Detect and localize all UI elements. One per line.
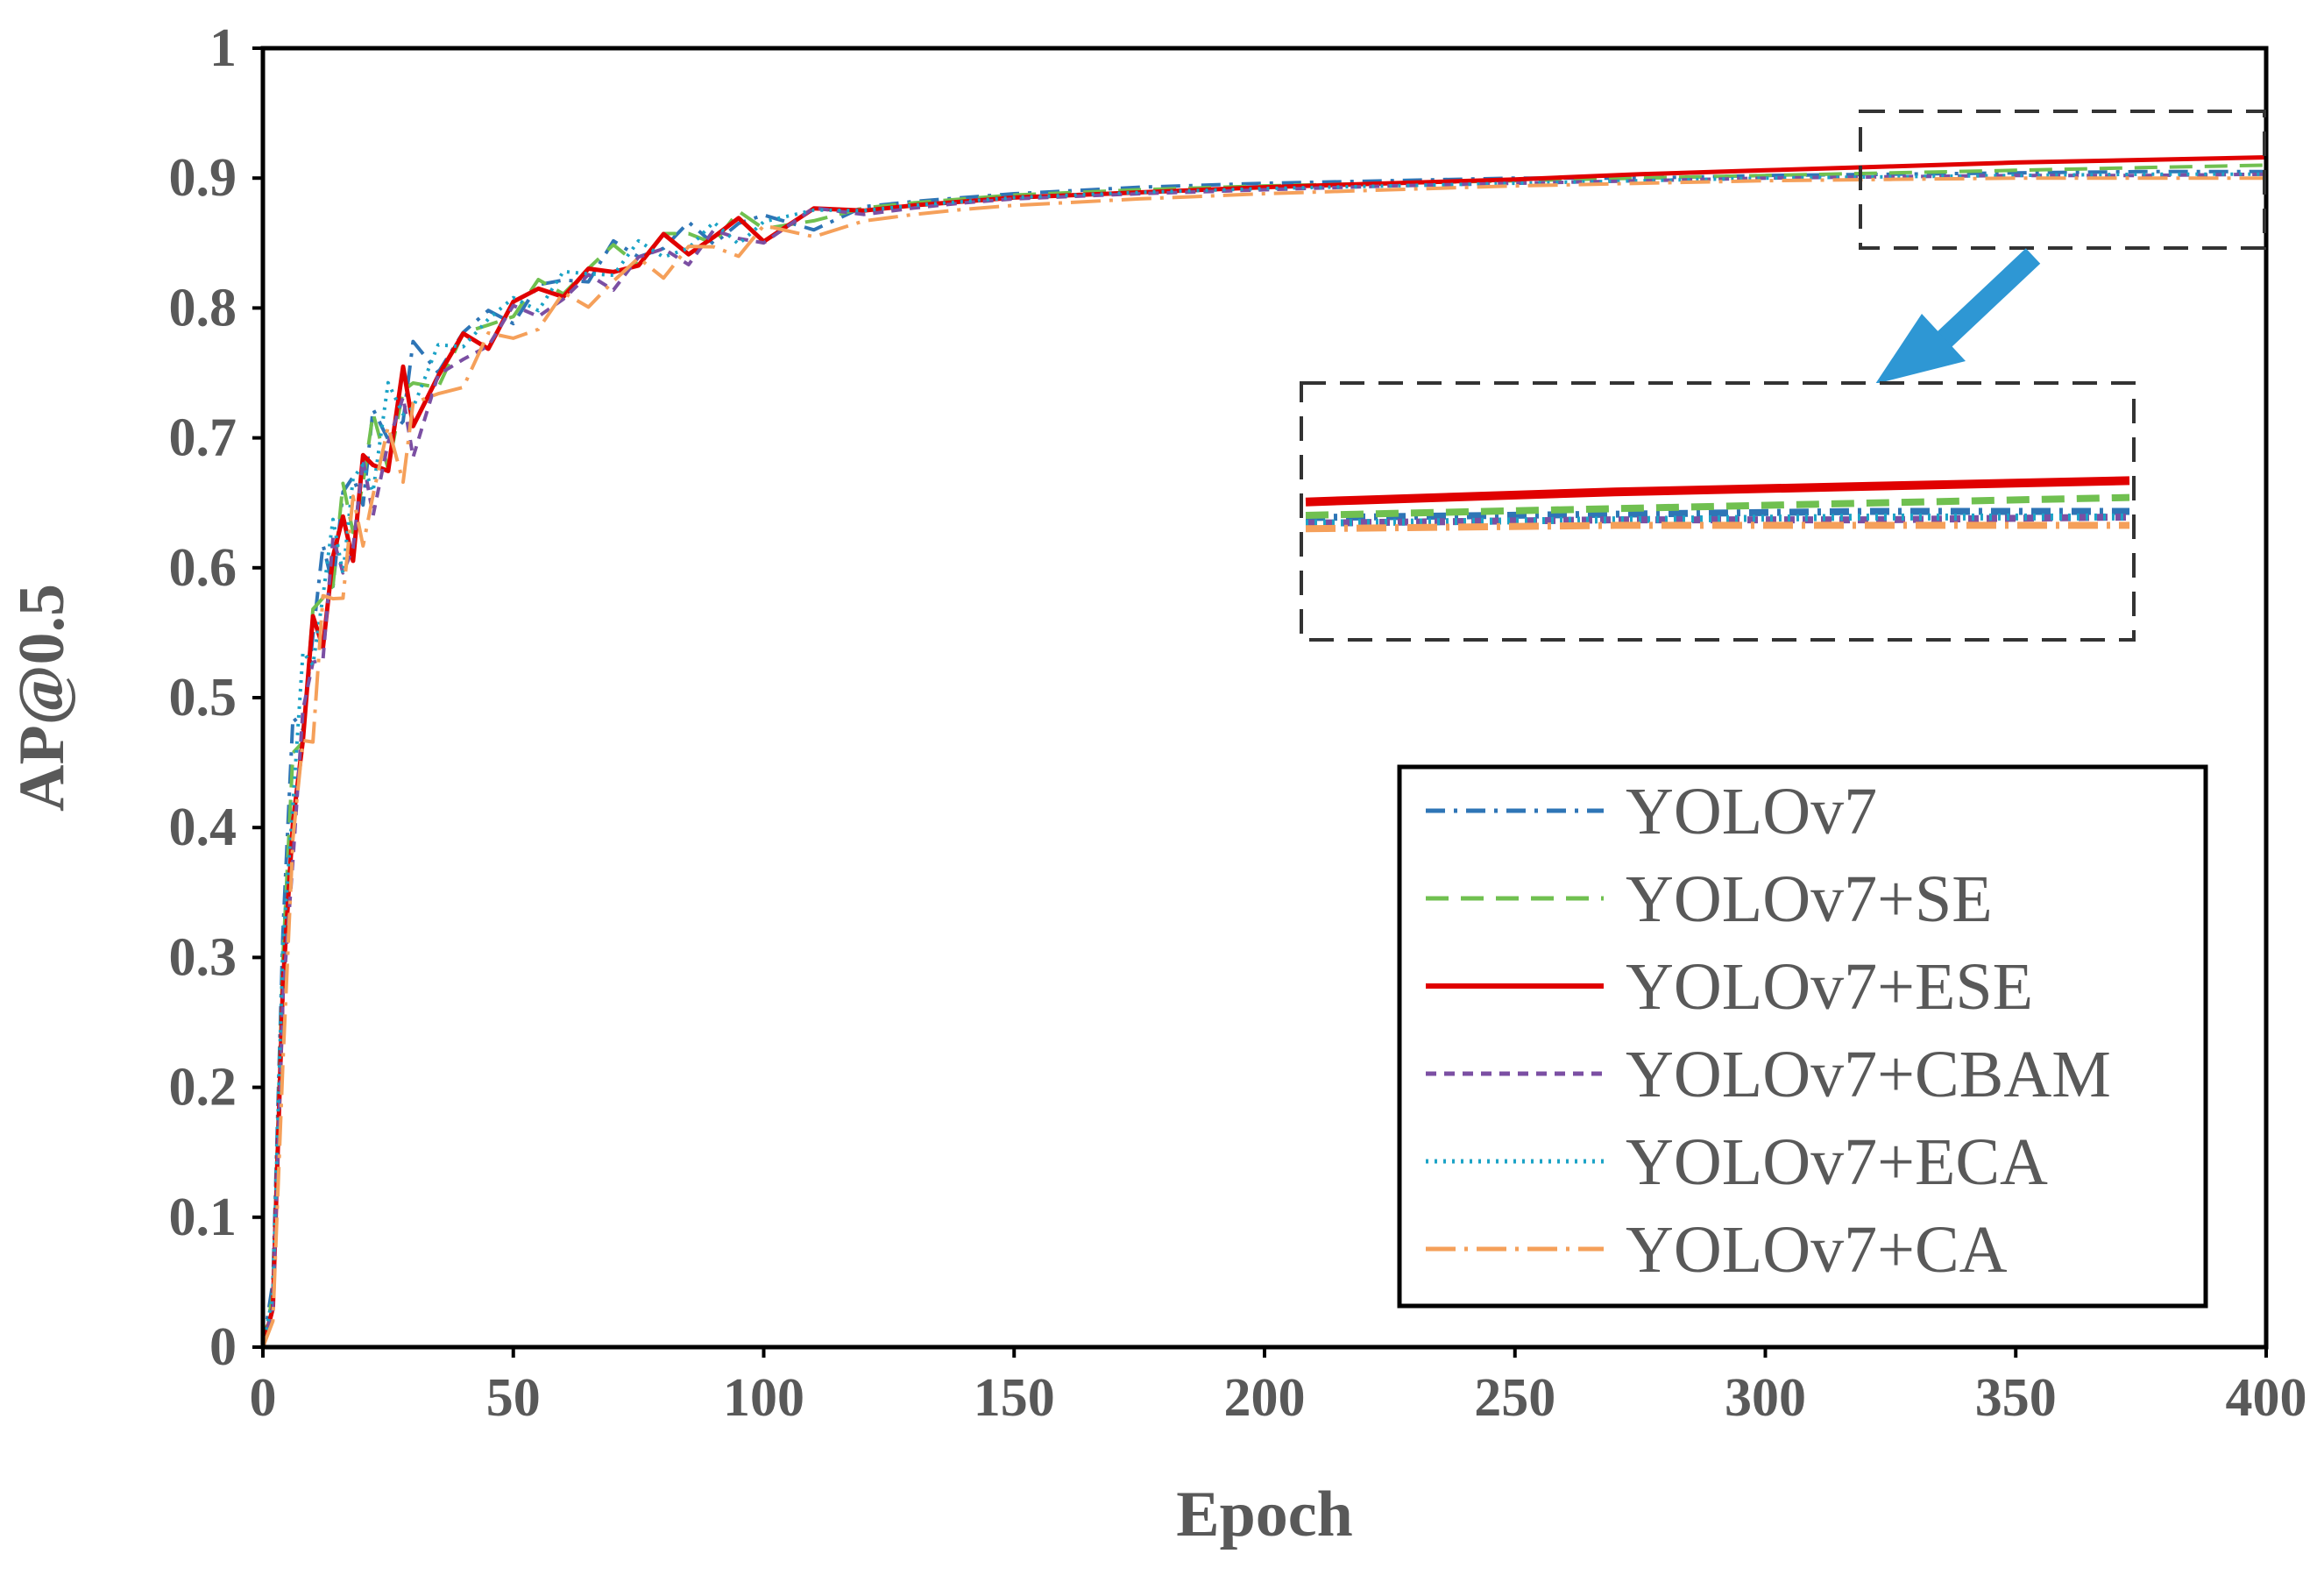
x-tick-label: 200 [1224,1368,1306,1428]
zoom-inset-lines [1305,476,2130,533]
y-tick-label: 0.8 [169,278,237,337]
x-tick-label: 250 [1474,1368,1555,1428]
x-tick-label: 100 [723,1368,804,1428]
x-tick-label: 300 [1725,1368,1806,1428]
legend-label-yolov7: YOLOv7 [1626,775,1877,848]
y-tick-label: 0.5 [169,668,237,727]
y-tick-label: 0.2 [169,1058,237,1117]
y-tick-label: 0.3 [169,927,237,987]
x-tick-label: 150 [974,1368,1055,1428]
y-tick-label: 0.7 [169,408,237,468]
x-tick-label: 50 [486,1368,541,1428]
x-tick-label: 400 [2226,1368,2307,1428]
y-tick-label: 0 [209,1317,237,1377]
zoom-source-box [1859,110,2266,250]
inset-line-yolov7-eca [1305,513,2129,527]
legend: YOLOv7 YOLOv7+SE YOLOv7+ESE YOLOv7+CBAM YOLO… [1397,764,2208,1309]
legend-label-yolov7-eca: YOLOv7+ECA [1626,1125,2048,1199]
x-tick-label: 350 [1975,1368,2057,1428]
y-tick-label: 0.1 [169,1188,237,1247]
inset-line-yolov7-ese [1305,476,2130,507]
legend-label-yolov7-cbam: YOLOv7+CBAM [1626,1038,2111,1111]
series-line-yolov7-cbam [261,172,2267,1348]
series-line-yolov7-ca [261,176,2266,1348]
y-tick-label: 0.4 [169,798,237,857]
y-tick-label: 1 [209,18,237,78]
x-axis-title: Epoch [1176,1479,1353,1550]
x-tick-label: 0 [250,1368,277,1428]
y-tick-label: 0.6 [169,538,237,598]
zoom-arrow-shaft [1936,248,2041,348]
legend-label-yolov7-ese: YOLOv7+ESE [1626,950,2033,1024]
zoom-arrow [1875,248,2041,384]
y-axis-title: AP@0.5 [6,584,78,812]
series-line-yolov7-eca [261,172,2266,1348]
inset-line-yolov7-cbam [1305,513,2130,527]
legend-items: YOLOv7 YOLOv7+SE YOLOv7+ESE YOLOv7+CBAM YOLO… [1426,775,2111,1287]
y-axis-ticks: 0 0.1 0.2 0.3 0.4 0.5 0.6 0.7 0.8 0.9 1 [169,18,263,1377]
x-axis-ticks: 0 50 100 150 200 250 300 350 400 [250,1347,2307,1428]
inset-line-yolov7-ca [1305,521,2129,533]
zoom-arrow-head [1875,314,1966,384]
legend-label-yolov7-se: YOLOv7+SE [1626,862,1993,936]
plot-lines [260,155,2267,1348]
legend-label-yolov7-ca: YOLOv7+CA [1626,1213,2008,1287]
legend-box [1397,764,2208,1309]
y-tick-label: 0.9 [169,148,237,208]
inset-line-yolov7-se [1305,493,2130,519]
inset-line-yolov7 [1305,507,2129,521]
